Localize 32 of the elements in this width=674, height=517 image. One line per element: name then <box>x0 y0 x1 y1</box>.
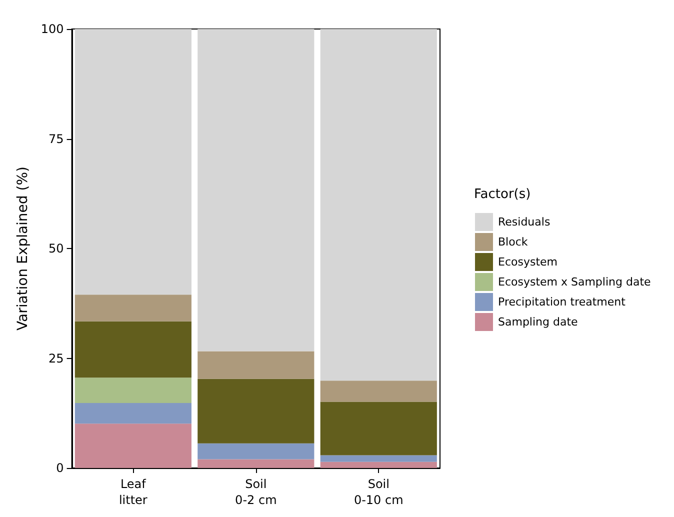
bar <box>320 29 437 381</box>
bar <box>198 351 314 379</box>
bar <box>74 424 192 468</box>
legend-label: Ecosystem x Sampling date <box>498 276 652 288</box>
bar <box>198 29 314 352</box>
bar <box>320 402 437 456</box>
bar <box>320 455 437 462</box>
x-tick-label: Soil 0-10 cm <box>354 477 404 507</box>
legend-label: Residuals <box>498 216 550 228</box>
bar <box>198 459 314 468</box>
bar <box>74 403 192 424</box>
bar <box>74 378 192 404</box>
y-tick-label: 50 <box>48 242 64 256</box>
legend-label: Block <box>498 236 528 248</box>
bar <box>74 294 192 322</box>
bar <box>198 443 314 460</box>
legend-label: Ecosystem <box>498 256 558 268</box>
legend-title: Factor(s) <box>474 187 531 202</box>
bar <box>74 29 192 295</box>
bar <box>74 321 192 378</box>
legend-label: Sampling date <box>498 316 578 328</box>
y-tick-label: 0 <box>56 461 64 475</box>
y-tick-label: 75 <box>48 132 64 146</box>
bar <box>198 378 314 444</box>
legend-label: Precipitation treatment <box>498 296 626 308</box>
y-tick-label: 100 <box>40 22 64 36</box>
bar <box>320 380 437 402</box>
x-tick-label: Soil 0-2 cm <box>235 477 277 507</box>
bar <box>320 462 437 468</box>
y-tick-label: 25 <box>48 351 64 366</box>
x-tick-label: Leaf litter <box>118 477 148 507</box>
y-axis-title: Variation Explained (%) <box>15 166 31 330</box>
